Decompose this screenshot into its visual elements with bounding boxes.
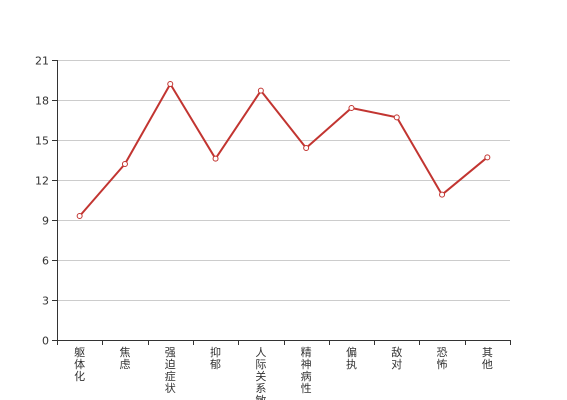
data-point[interactable] — [257, 87, 264, 94]
x-tick-label: 偏执 — [346, 345, 357, 371]
data-point[interactable] — [212, 155, 219, 162]
y-tick-label: 12 — [35, 175, 49, 188]
data-point[interactable] — [348, 105, 355, 111]
x-tick-label: 抑郁 — [210, 345, 221, 371]
y-tick-label: 6 — [42, 255, 49, 268]
x-tick-label: 人际关系敏感 — [255, 346, 266, 400]
data-point[interactable] — [303, 145, 310, 151]
y-tick-label: 0 — [42, 335, 49, 348]
y-tick-label: 9 — [42, 215, 49, 228]
data-point[interactable] — [393, 114, 400, 121]
data-point[interactable] — [484, 154, 491, 161]
grid-lines — [57, 60, 510, 301]
x-tick-label: 精神病性 — [301, 346, 312, 395]
data-point[interactable] — [167, 81, 174, 87]
series-line — [78, 83, 488, 217]
y-axis: 0 3 6 9 12 15 18 21 — [35, 55, 58, 348]
x-tick-label: 躯体化 — [74, 346, 85, 383]
series-group — [76, 81, 491, 219]
x-axis: 躯体化 焦虑 强迫症状 抑郁 人际关系敏感 精神病性 偏执 敌对 恐怖 其他 — [57, 340, 511, 400]
x-tick-label: 焦虑 — [119, 346, 130, 371]
y-tick-label: 3 — [42, 295, 49, 308]
data-point[interactable] — [76, 213, 83, 219]
y-tick-label: 15 — [35, 135, 49, 148]
x-tick-label: 敌对 — [391, 345, 402, 371]
x-tick-label: 恐怖 — [437, 346, 448, 371]
y-tick-label: 18 — [35, 95, 49, 108]
y-tick-label: 21 — [35, 55, 49, 68]
x-tick-label: 强迫症状 — [165, 346, 176, 395]
x-tick-label: 其他 — [482, 346, 493, 371]
data-point[interactable] — [121, 161, 128, 167]
data-point[interactable] — [439, 191, 446, 198]
